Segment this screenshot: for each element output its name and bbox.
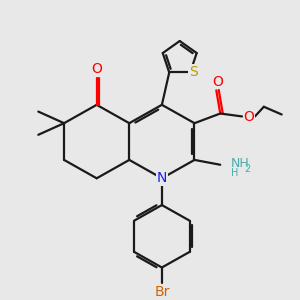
Text: H: H <box>231 169 239 178</box>
Text: O: O <box>244 110 254 124</box>
Text: Br: Br <box>154 285 170 299</box>
Text: N: N <box>157 171 167 185</box>
Text: NH: NH <box>231 157 250 170</box>
Text: S: S <box>189 64 198 79</box>
Text: O: O <box>91 62 102 76</box>
Text: 2: 2 <box>244 164 250 174</box>
Text: O: O <box>212 75 223 88</box>
